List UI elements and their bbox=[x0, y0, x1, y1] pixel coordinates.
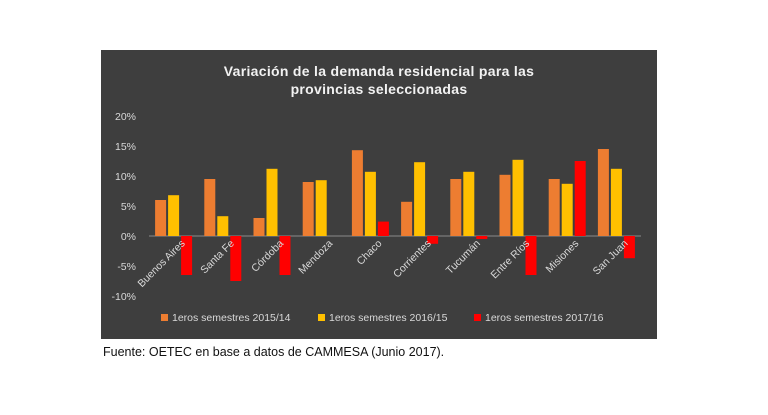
y-tick-label: 20% bbox=[115, 111, 136, 123]
legend-swatch bbox=[474, 314, 481, 321]
bar-3 bbox=[377, 221, 389, 236]
bar-3 bbox=[230, 236, 242, 281]
bar-2 bbox=[266, 168, 278, 236]
bar-3 bbox=[525, 236, 537, 275]
bar-1 bbox=[597, 149, 609, 236]
bar-1 bbox=[499, 174, 511, 236]
bar-2 bbox=[364, 171, 376, 236]
category-label: Mendoza bbox=[296, 238, 335, 277]
category-label: Chaco bbox=[355, 238, 385, 268]
bar-1 bbox=[155, 200, 167, 236]
category-label: Tucumán bbox=[444, 238, 483, 277]
category-label: Buenos Aires bbox=[135, 238, 187, 290]
legend-swatch bbox=[318, 314, 325, 321]
bar-2 bbox=[561, 183, 573, 236]
legend-label: 1eros semestres 2016/15 bbox=[329, 312, 448, 324]
bar-1 bbox=[450, 179, 462, 236]
category-label: Corrientes bbox=[391, 238, 434, 281]
chart-title-line-1: Variación de la demanda residencial para… bbox=[224, 63, 534, 79]
y-tick-label: -5% bbox=[117, 261, 136, 273]
bar-3 bbox=[427, 236, 439, 244]
plot-area: -10%-5%0%5%10%15%20%Buenos Aires Santa Fe… bbox=[111, 111, 641, 303]
category-label: Misiones bbox=[544, 238, 582, 276]
bar-3 bbox=[181, 236, 193, 275]
bar-2 bbox=[610, 168, 622, 236]
y-tick-label: 10% bbox=[115, 171, 136, 183]
bar-2 bbox=[512, 159, 524, 236]
y-tick-label: 0% bbox=[121, 231, 136, 243]
y-tick-label: 5% bbox=[121, 201, 136, 213]
bar-3 bbox=[279, 236, 291, 275]
bar-2 bbox=[168, 195, 180, 236]
legend-label: 1eros semestres 2017/16 bbox=[485, 312, 604, 324]
bar-3 bbox=[574, 161, 586, 236]
chart-title-line-2: provincias seleccionadas bbox=[291, 81, 468, 97]
legend-label: 1eros semestres 2015/14 bbox=[172, 312, 291, 324]
source-note: Fuente: OETEC en base a datos de CAMMESA… bbox=[103, 345, 445, 359]
y-tick-label: -10% bbox=[111, 291, 136, 303]
bar-2 bbox=[414, 162, 426, 236]
bar-1 bbox=[548, 179, 560, 236]
chart-panel: Variación de la demanda residencial para… bbox=[101, 50, 657, 339]
bar-1 bbox=[204, 179, 216, 236]
bar-1 bbox=[401, 201, 413, 236]
bar-1 bbox=[351, 150, 363, 236]
bar-3 bbox=[623, 236, 635, 259]
legend: 1eros semestres 2015/14 1eros semestres 2… bbox=[161, 312, 604, 324]
y-tick-label: 15% bbox=[115, 141, 136, 153]
bar-2 bbox=[463, 171, 475, 236]
bar-1 bbox=[302, 182, 314, 236]
bar-2 bbox=[315, 180, 327, 236]
bar-2 bbox=[217, 216, 229, 236]
bar-3 bbox=[476, 236, 488, 239]
legend-swatch bbox=[161, 314, 168, 321]
bar-chart: Variación de la demanda residencial para… bbox=[111, 63, 641, 324]
bar-1 bbox=[253, 218, 265, 236]
